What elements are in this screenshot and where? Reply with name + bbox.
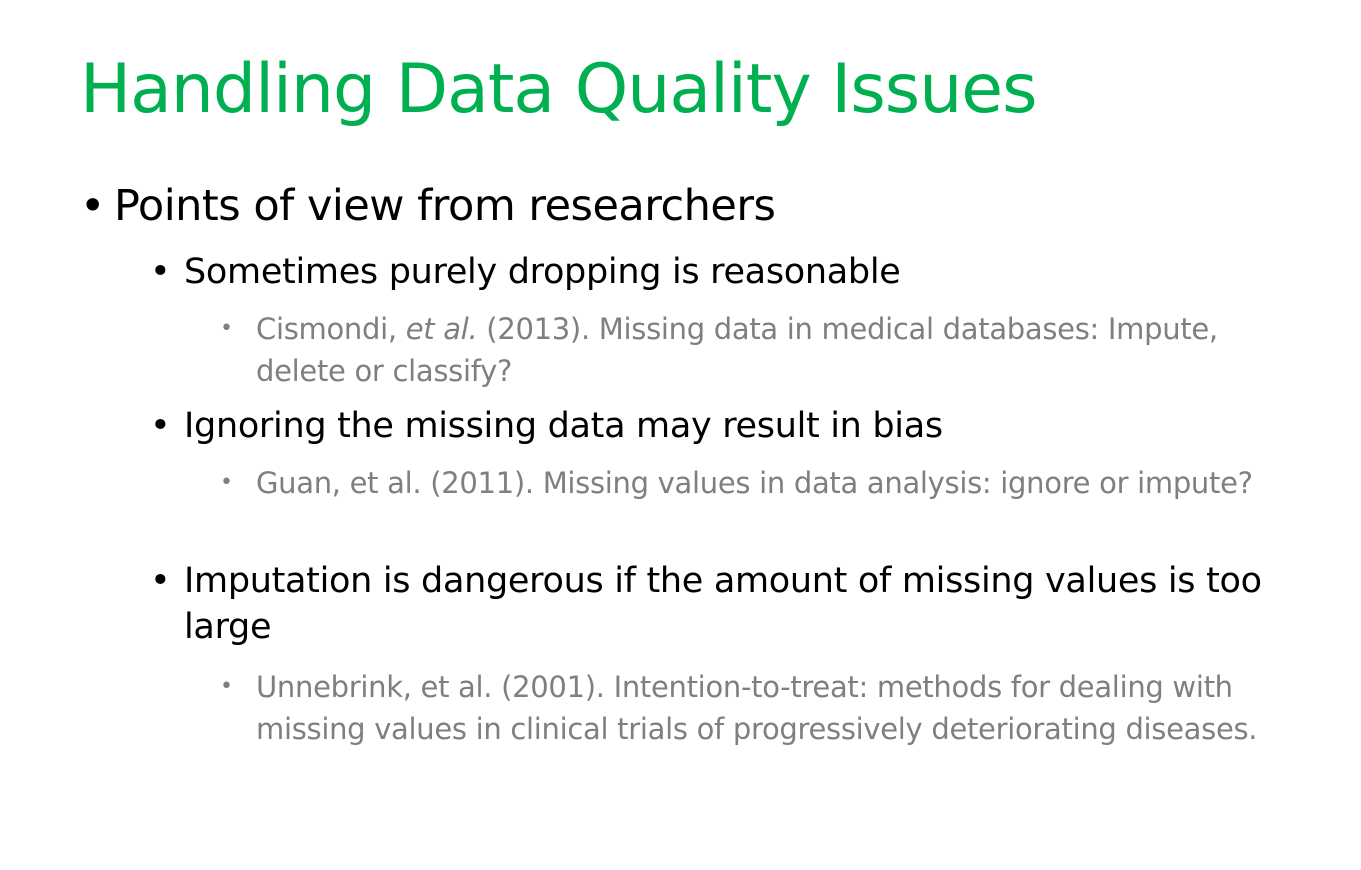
reference-etal: et al. xyxy=(405,312,478,346)
subpoint-3: • Imputation is dangerous if the amount … xyxy=(150,558,1310,650)
reference-text: Cismondi, et al. (2013). Missing data in… xyxy=(220,308,1270,392)
subpoint-text: Imputation is dangerous if the amount of… xyxy=(184,561,1262,647)
reference-author: Cismondi, xyxy=(256,312,397,346)
bullet-dot-icon: • xyxy=(80,181,105,231)
subpoint-text: Ignoring the missing data may result in … xyxy=(184,406,943,446)
bullet-dot-icon: • xyxy=(220,316,233,341)
bullet-dot-icon: • xyxy=(220,470,233,495)
slide-title: Handling Data Quality Issues xyxy=(80,50,1038,129)
bullet-dot-icon: • xyxy=(220,674,233,699)
subpoint-2: • Ignoring the missing data may result i… xyxy=(150,403,1310,449)
reference-rest: (2013). Missing data in medical database… xyxy=(256,312,1218,388)
reference-text: Unnebrink, et al. (2001). Intention-to-t… xyxy=(256,670,1258,746)
reference-3: • Unnebrink, et al. (2001). Intention-to… xyxy=(220,666,1270,750)
subpoint-text: Sometimes purely dropping is reasonable xyxy=(184,252,901,292)
bullet-level1: • Points of view from researchers xyxy=(80,178,776,234)
reference-1: • Cismondi, et al. (2013). Missing data … xyxy=(220,308,1270,392)
reference-2: • Guan, et al. (2011). Missing values in… xyxy=(220,462,1270,504)
reference-text: Guan, et al. (2011). Missing values in d… xyxy=(256,466,1253,500)
bullet-dot-icon: • xyxy=(150,406,171,446)
subpoint-1: • Sometimes purely dropping is reasonabl… xyxy=(150,249,1310,295)
bullet-dot-icon: • xyxy=(150,252,171,292)
bullet-text: Points of view from researchers xyxy=(114,181,776,231)
bullet-dot-icon: • xyxy=(150,561,171,601)
